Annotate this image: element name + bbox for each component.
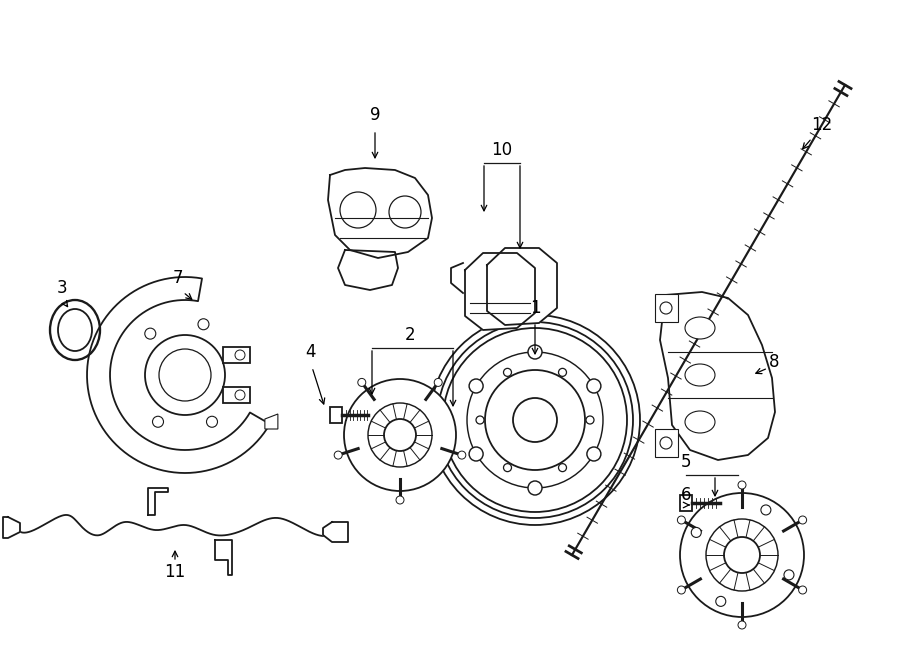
Circle shape <box>469 447 483 461</box>
Circle shape <box>152 416 164 427</box>
Circle shape <box>559 463 566 472</box>
Circle shape <box>738 621 746 629</box>
Polygon shape <box>328 168 432 258</box>
Circle shape <box>660 302 672 314</box>
Text: 7: 7 <box>173 269 184 287</box>
Circle shape <box>358 378 365 387</box>
Polygon shape <box>148 488 168 515</box>
Circle shape <box>724 537 760 573</box>
Circle shape <box>235 390 245 400</box>
Ellipse shape <box>50 300 100 360</box>
Circle shape <box>145 335 225 415</box>
Circle shape <box>469 379 483 393</box>
Circle shape <box>198 319 209 330</box>
Circle shape <box>716 596 725 606</box>
Polygon shape <box>3 517 20 538</box>
Circle shape <box>528 481 542 495</box>
Circle shape <box>798 516 806 524</box>
Circle shape <box>586 416 594 424</box>
Circle shape <box>396 496 404 504</box>
Circle shape <box>476 416 484 424</box>
Text: 2: 2 <box>405 326 415 344</box>
Circle shape <box>503 368 511 376</box>
Circle shape <box>760 505 771 515</box>
Circle shape <box>389 196 421 228</box>
Polygon shape <box>660 292 775 460</box>
Polygon shape <box>655 429 678 457</box>
Polygon shape <box>338 250 398 290</box>
Text: 11: 11 <box>165 563 185 581</box>
Text: 8: 8 <box>769 353 779 371</box>
Circle shape <box>206 416 218 427</box>
Polygon shape <box>223 347 250 363</box>
Text: 9: 9 <box>370 106 380 124</box>
Ellipse shape <box>685 364 715 386</box>
Circle shape <box>340 192 376 228</box>
Polygon shape <box>323 522 348 542</box>
Circle shape <box>503 463 511 472</box>
Text: 1: 1 <box>530 299 540 317</box>
Polygon shape <box>487 248 557 325</box>
Circle shape <box>368 403 432 467</box>
Circle shape <box>235 350 245 360</box>
Text: 3: 3 <box>57 279 68 297</box>
Polygon shape <box>330 407 342 423</box>
Polygon shape <box>223 387 250 403</box>
Circle shape <box>384 419 416 451</box>
Circle shape <box>528 345 542 359</box>
Polygon shape <box>465 253 535 330</box>
Circle shape <box>587 447 601 461</box>
Polygon shape <box>87 277 270 473</box>
Circle shape <box>559 368 566 376</box>
Text: 5: 5 <box>680 453 691 471</box>
Text: 10: 10 <box>491 141 513 159</box>
Circle shape <box>738 481 746 489</box>
Circle shape <box>344 379 456 491</box>
Text: 6: 6 <box>680 486 691 504</box>
Polygon shape <box>265 414 278 429</box>
Ellipse shape <box>685 317 715 339</box>
Circle shape <box>678 516 686 524</box>
Circle shape <box>334 451 342 459</box>
Circle shape <box>706 519 778 591</box>
Ellipse shape <box>58 309 92 351</box>
Ellipse shape <box>685 411 715 433</box>
Circle shape <box>458 451 466 459</box>
Circle shape <box>434 378 442 387</box>
Polygon shape <box>215 540 232 575</box>
Text: 4: 4 <box>305 343 315 361</box>
Circle shape <box>784 570 794 580</box>
Circle shape <box>587 379 601 393</box>
Circle shape <box>691 527 701 537</box>
Circle shape <box>680 493 804 617</box>
Circle shape <box>145 328 156 339</box>
Circle shape <box>678 586 686 594</box>
Circle shape <box>660 437 672 449</box>
Text: 12: 12 <box>812 116 833 134</box>
Polygon shape <box>655 294 678 322</box>
Polygon shape <box>680 495 692 511</box>
Circle shape <box>798 586 806 594</box>
